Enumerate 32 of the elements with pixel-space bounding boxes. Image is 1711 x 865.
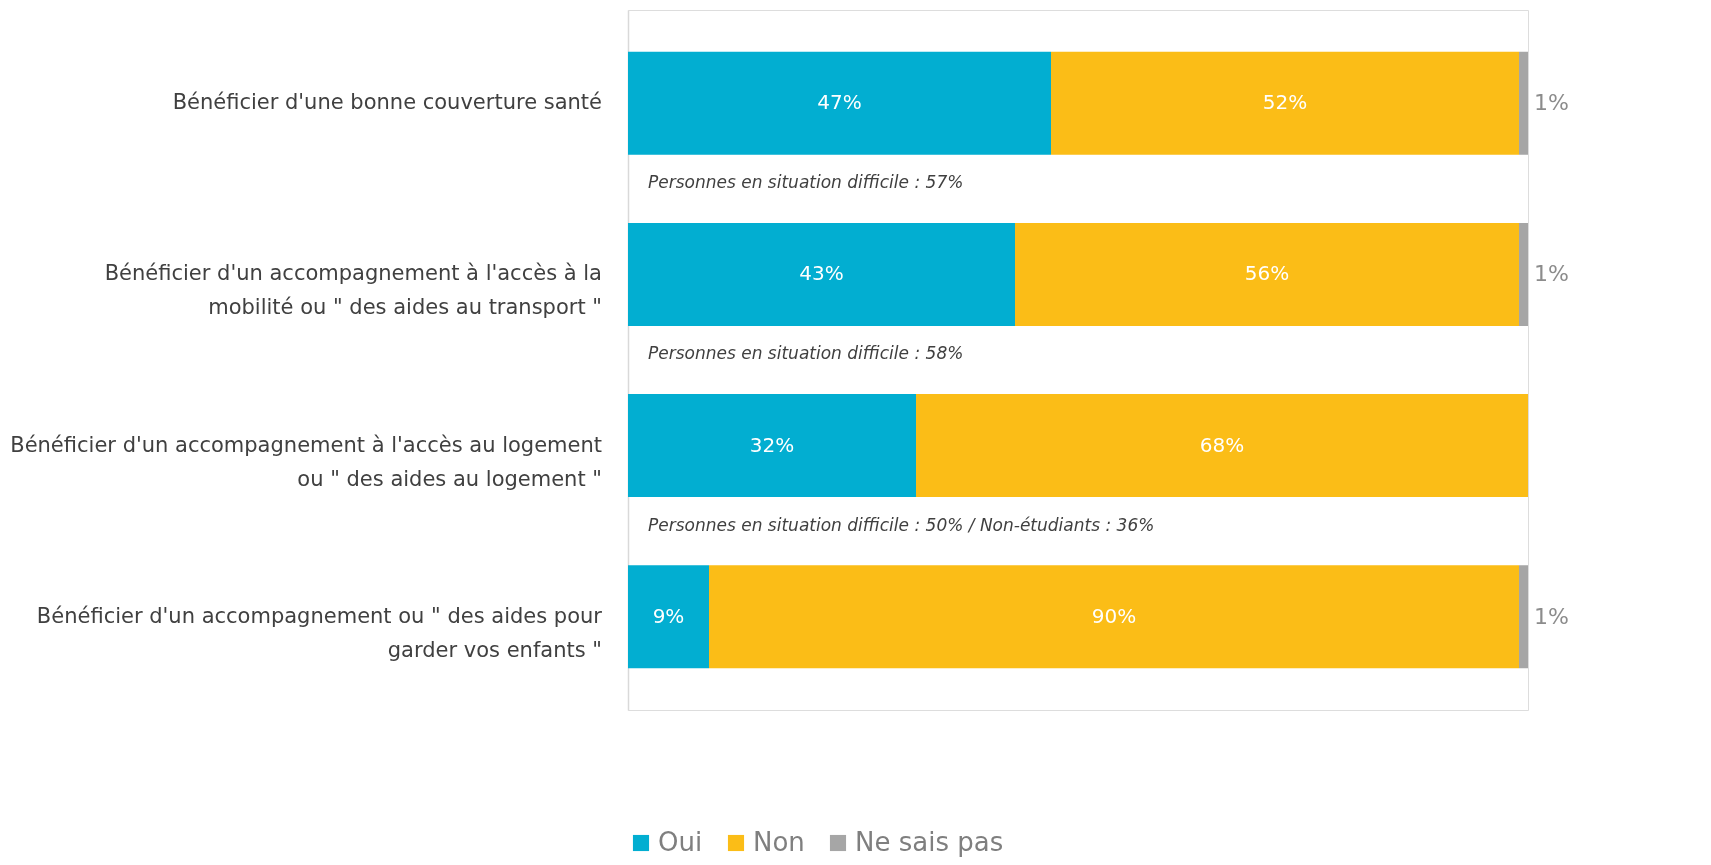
legend-label: Non — [753, 827, 805, 857]
bar — [628, 222, 1015, 326]
legend-label: Oui — [658, 827, 703, 857]
annotation: Personnes en situation difficile : 58% — [648, 343, 964, 364]
bar — [628, 565, 709, 669]
data-label: 43% — [799, 261, 844, 286]
data-label: 90% — [1091, 603, 1137, 628]
bar — [709, 565, 1519, 669]
data-label: 1% — [1534, 261, 1569, 287]
legend-label: Ne sais pas — [855, 827, 1004, 857]
bar — [628, 394, 916, 498]
y-tick-label: Bénéficier d'une bonne couverture santé — [172, 90, 602, 115]
data-label: 1% — [1534, 603, 1569, 629]
y-tick-label: Bénéficier d'un accompagnement à l'accès à la mobilité ou " des aides au transport " — [104, 261, 602, 320]
bar — [1051, 51, 1519, 155]
bar — [1519, 565, 1528, 669]
data-label: 52% — [1262, 90, 1308, 115]
data-label: 47% — [817, 90, 862, 115]
bar — [628, 51, 1051, 155]
y-tick-label: Bénéficier d'un accompagnement à l'accès au logement ou " des aides au logement " — [10, 432, 602, 491]
y-tick-label: Bénéficier d'un accompagnement ou " des aides pour garder vos enfants " — [36, 603, 603, 662]
annotation: Personnes en situation difficile : 57% — [648, 172, 964, 193]
bar — [916, 394, 1528, 498]
data-label: 9% — [652, 603, 685, 628]
bar — [1519, 51, 1528, 155]
annotation: Personnes en situation difficile : 50% / Non-étudiants : 36% — [648, 514, 1155, 535]
bar — [1519, 222, 1528, 326]
bar — [1015, 222, 1519, 326]
data-label: 32% — [749, 432, 795, 457]
data-label: 1% — [1534, 90, 1569, 116]
data-label: 56% — [1244, 261, 1290, 286]
data-label: 68% — [1199, 432, 1245, 457]
